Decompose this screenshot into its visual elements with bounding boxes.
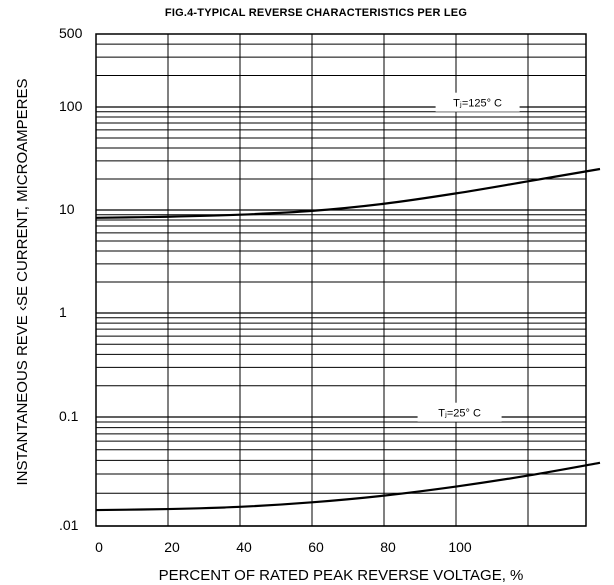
series-annotation: Tⱼ=25° C — [438, 408, 481, 420]
x-tick-label: 100 — [448, 539, 472, 555]
y-tick-label: .01 — [59, 517, 79, 533]
plot-grid — [96, 33, 586, 527]
y-tick-label: 500 — [59, 25, 83, 41]
y-tick-label: 0.1 — [59, 408, 79, 424]
data-curves — [95, 167, 601, 512]
x-tick-labels: 0 20 40 60 80 100 — [95, 539, 472, 555]
x-tick-label: 20 — [164, 539, 180, 555]
annotation-box — [417, 402, 502, 422]
y-tick-label: 1 — [59, 304, 67, 320]
x-tick-label: 40 — [236, 539, 252, 555]
y-tick-labels: .01 0.1 1 10 100 500 — [59, 25, 83, 533]
annotation-box — [435, 92, 520, 112]
y-tick-label: 10 — [59, 201, 75, 217]
series-curve — [95, 461, 601, 512]
x-tick-label: 80 — [380, 539, 396, 555]
plot-frame — [95, 33, 587, 527]
series-annotations: Tⱼ=125° C Tⱼ=25° C — [417, 92, 520, 422]
y-axis-label: INSTANTANEOUS REVE ‹SE CURRENT, MICROAMP… — [14, 79, 31, 486]
y-tick-label: 100 — [59, 98, 83, 114]
series-curve — [95, 167, 601, 219]
series-annotation: Tⱼ=125° C — [453, 98, 502, 110]
x-tick-label: 60 — [308, 539, 324, 555]
x-tick-label: 0 — [95, 539, 103, 555]
chart-title: FIG.4-TYPICAL REVERSE CHARACTERISTICS PE… — [165, 7, 467, 19]
x-axis-label: PERCENT OF RATED PEAK REVERSE VOLTAGE, % — [159, 567, 524, 584]
